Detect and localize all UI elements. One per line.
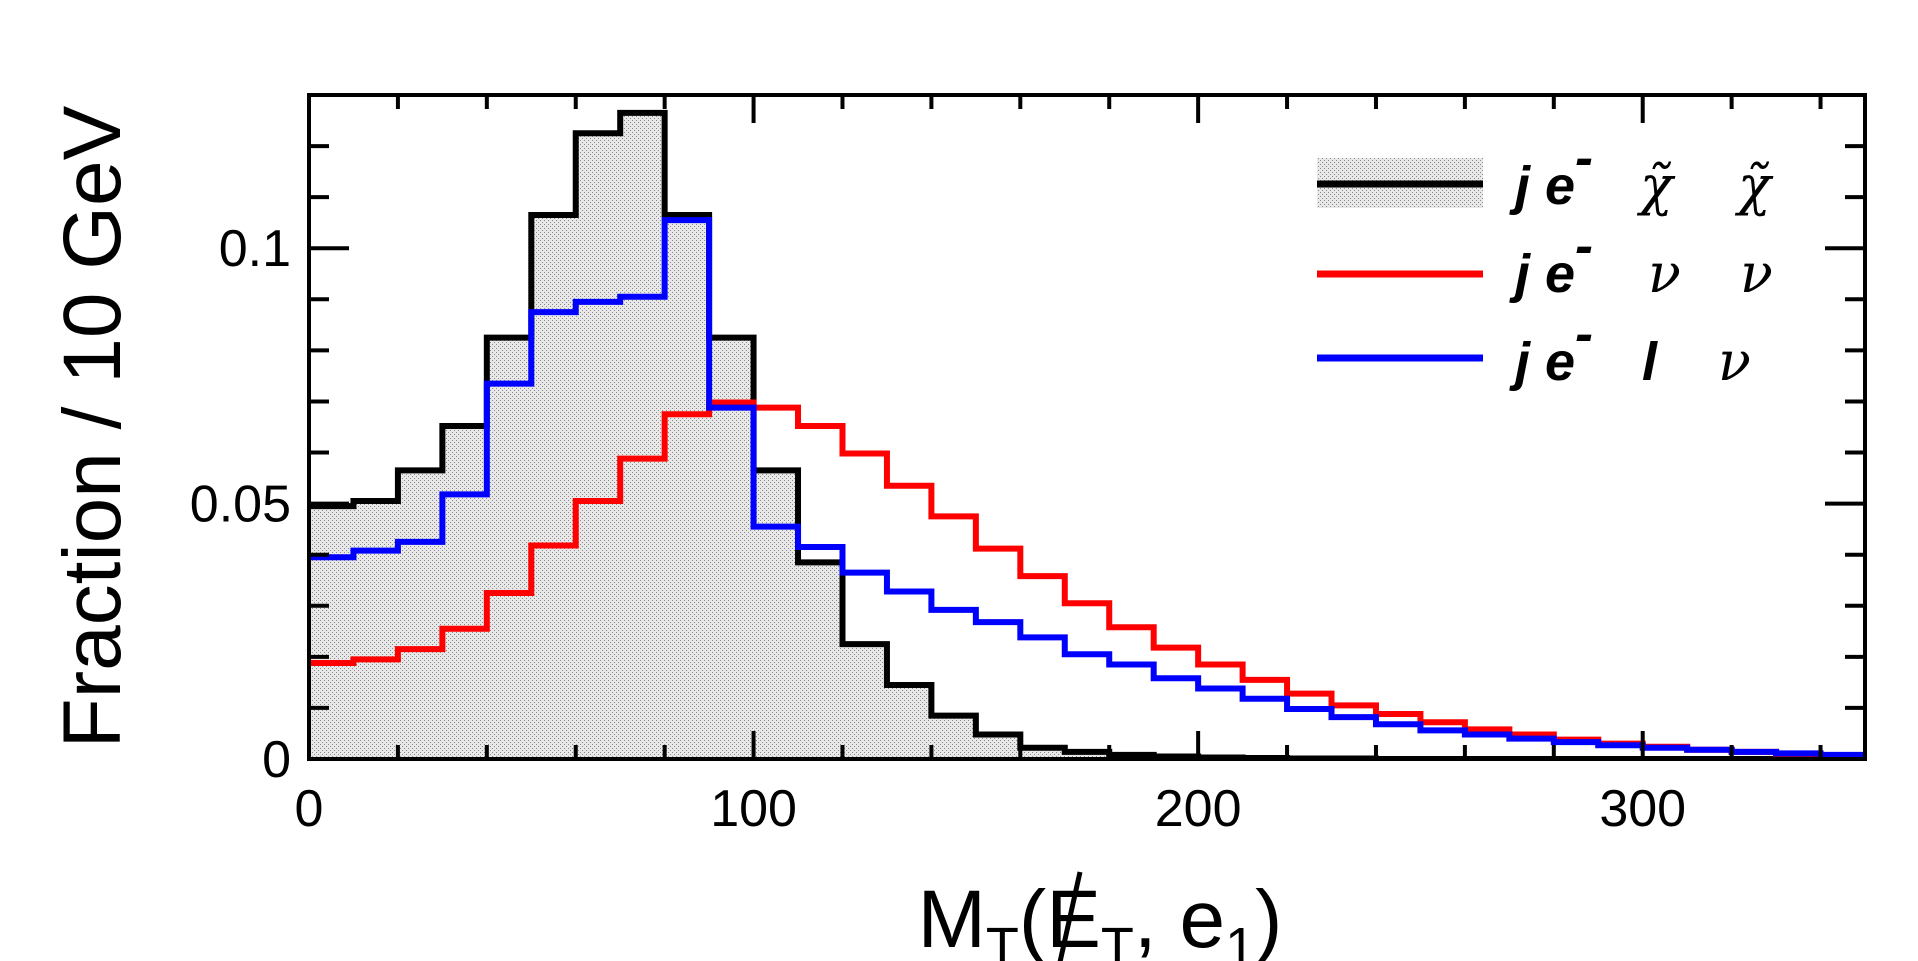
plot-frame (307, 93, 1867, 761)
x-axis-title: MT(ET, e1) (918, 874, 1283, 961)
histogram-fill-0 (309, 112, 1865, 759)
y-tick-label: 0 (262, 731, 291, 789)
y-tick-label: 0.05 (190, 476, 291, 534)
x-tick-label: 100 (710, 780, 797, 838)
x-tick-label: 0 (295, 780, 324, 838)
tick-label-layer: 0 100 200 300 0 0.05 0.1 (190, 220, 1686, 838)
legend-label-lnu: j e-l ν (1509, 304, 1751, 393)
series-layer (309, 109, 1865, 760)
histogram-line-2 (309, 217, 1865, 758)
met-slash (1057, 871, 1083, 961)
legend-label-nu: j e-ν ν (1509, 216, 1773, 305)
y-axis-title: Fraction / 10 GeV (47, 105, 138, 748)
legend-label-chi: j e-χ̃ χ̃ (1509, 128, 1774, 217)
met-symbol: E (1046, 874, 1101, 961)
x-tick-label: 200 (1155, 780, 1242, 838)
y-tick-label: 0.1 (219, 220, 291, 278)
legend: j e-χ̃ χ̃ j e-ν ν j e-l ν (1317, 128, 1774, 393)
x-tick-label: 300 (1599, 780, 1686, 838)
tick-layer (307, 95, 1865, 761)
